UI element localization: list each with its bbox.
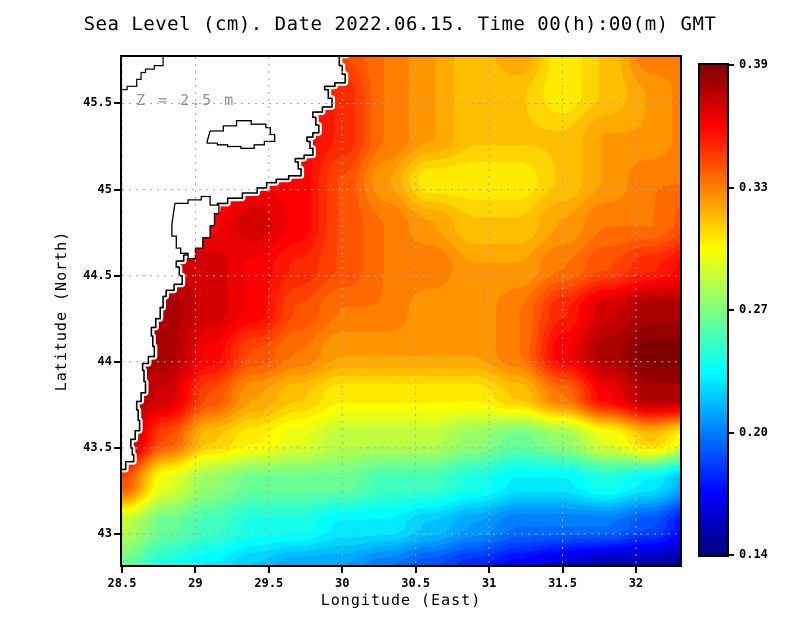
x-tick-label: 28.5 bbox=[107, 576, 137, 590]
land-fill bbox=[122, 57, 346, 470]
y-tick-label: 45.5 bbox=[83, 95, 112, 110]
colorbar-tick-mark bbox=[729, 64, 734, 66]
y-tick-mark bbox=[114, 446, 120, 449]
y-tick-mark bbox=[114, 188, 120, 191]
x-tick-label: 31.5 bbox=[548, 576, 577, 590]
x-tick-mark bbox=[634, 567, 637, 573]
x-tick-mark bbox=[267, 567, 270, 573]
x-tick-label: 29.5 bbox=[254, 576, 284, 590]
colorbar-tick-mark bbox=[729, 431, 734, 434]
plot-area: Z = 2.5 m bbox=[120, 55, 682, 567]
x-tick-label: 30 bbox=[335, 576, 350, 590]
y-tick-label: 44.5 bbox=[83, 267, 112, 282]
colorbar-label: 0.39 bbox=[739, 57, 768, 71]
depth-annotation: Z = 2.5 m bbox=[136, 91, 236, 109]
colorbar-label: 0.27 bbox=[739, 302, 768, 316]
grid-lines bbox=[122, 57, 680, 565]
colorbar-tick-mark bbox=[729, 309, 734, 311]
x-tick-label: 31 bbox=[481, 576, 497, 590]
y-tick-mark bbox=[114, 360, 120, 363]
x-tick-mark bbox=[194, 567, 197, 573]
x-tick-mark bbox=[121, 567, 123, 573]
colorbar-tick-mark bbox=[729, 186, 734, 189]
lake-shape bbox=[206, 120, 276, 149]
y-tick-mark bbox=[114, 274, 120, 277]
y-tick-mark bbox=[114, 533, 120, 535]
x-tick-mark bbox=[561, 567, 564, 573]
colorbar bbox=[698, 63, 729, 557]
colorbar-label: 0.33 bbox=[739, 179, 768, 194]
colorbar-tick-mark bbox=[729, 554, 734, 556]
y-tick-label: 43 bbox=[97, 526, 112, 540]
x-tick-mark bbox=[341, 567, 344, 573]
lake-shape bbox=[171, 195, 220, 260]
x-tick-label: 30.5 bbox=[401, 576, 431, 590]
x-tick-mark bbox=[488, 567, 491, 573]
land-layer bbox=[122, 57, 350, 473]
x-tick-label: 29 bbox=[188, 576, 203, 590]
y-axis-label: Latitude (North) bbox=[52, 230, 70, 392]
map-overlay bbox=[122, 57, 680, 565]
x-tick-label: 32 bbox=[628, 576, 644, 590]
x-tick-mark bbox=[414, 567, 417, 573]
x-axis-label: Longitude (East) bbox=[320, 591, 482, 609]
y-tick-label: 43.5 bbox=[83, 439, 112, 454]
y-tick-mark bbox=[114, 102, 120, 105]
colorbar-label: 0.14 bbox=[739, 547, 768, 561]
y-tick-label: 45 bbox=[97, 181, 112, 196]
y-tick-label: 44 bbox=[97, 353, 112, 368]
colorbar-label: 0.20 bbox=[739, 424, 768, 439]
river-path bbox=[122, 57, 164, 91]
colorbar-canvas bbox=[700, 65, 727, 555]
plot-title: Sea Level (cm). Date 2022.06.15. Time 00… bbox=[83, 13, 717, 35]
